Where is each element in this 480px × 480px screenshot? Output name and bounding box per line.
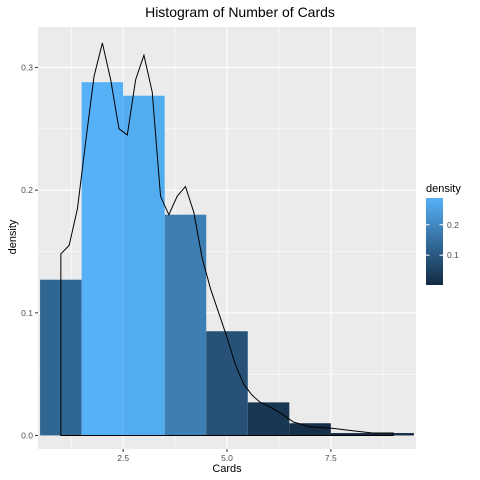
- y-axis-title: density: [7, 219, 19, 254]
- plot-panel: [38, 27, 416, 449]
- y-tick-label: 0.0: [21, 431, 33, 441]
- histogram-bar: [123, 95, 165, 436]
- histogram-bar: [206, 331, 248, 436]
- y-tick-label: 0.2: [21, 185, 33, 195]
- y-tick-label: 0.3: [21, 62, 33, 72]
- legend-ticks: 0.2 0.1: [426, 220, 459, 260]
- legend: density 0.2 0.1: [426, 183, 461, 285]
- legend-tick-label: 0.1: [447, 250, 459, 260]
- histogram-bar: [330, 433, 373, 436]
- x-tick-label: 7.5: [325, 453, 337, 463]
- x-axis-title: Cards: [212, 463, 242, 475]
- histogram-bar: [164, 214, 207, 436]
- legend-tick-label: 0.2: [447, 220, 459, 230]
- histogram-bar: [81, 82, 124, 436]
- legend-title: density: [426, 183, 461, 195]
- histogram-bar: [247, 402, 290, 436]
- histogram-bars: [40, 82, 414, 436]
- histogram-bar: [289, 423, 331, 436]
- y-tick-label: 0.1: [21, 308, 33, 318]
- x-tick-label: 5.0: [221, 453, 233, 463]
- density-curve: [60, 42, 394, 437]
- x-tick-label: 2.5: [117, 453, 129, 463]
- chart-title: Histogram of Number of Cards: [145, 4, 335, 20]
- y-axis: 0.0 0.1 0.2 0.3: [21, 62, 38, 441]
- x-axis: 2.5 5.0 7.5: [117, 449, 337, 463]
- legend-colorbar: [426, 198, 443, 285]
